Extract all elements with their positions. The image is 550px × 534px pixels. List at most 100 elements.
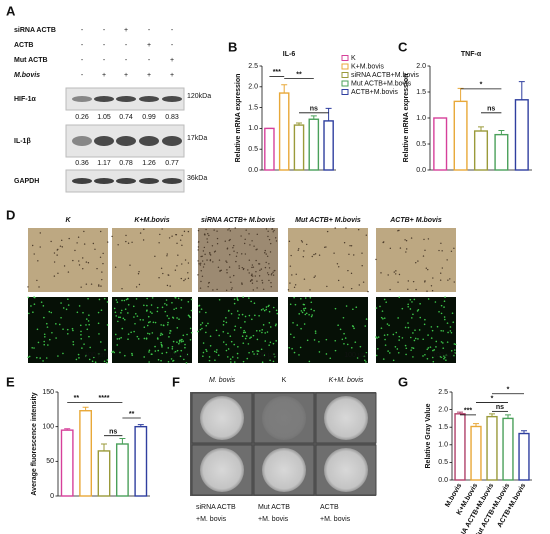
error-bar <box>457 411 463 414</box>
cell-dot <box>395 273 397 275</box>
fluorescent-dot <box>245 335 248 337</box>
fluorescent-dot <box>422 338 424 341</box>
cell-dot <box>270 242 272 245</box>
fluorescent-dot <box>272 306 275 309</box>
fluorescent-dot <box>174 350 177 353</box>
cell-dot <box>397 281 399 283</box>
fluorescent-dot <box>198 305 200 307</box>
fluorescent-dot <box>127 304 130 306</box>
band-value: 0.26 <box>75 114 89 121</box>
fluorescent-dot <box>314 332 317 334</box>
fluorescent-dot <box>118 338 121 340</box>
cell-dot <box>181 244 183 247</box>
cell-dot <box>353 254 355 256</box>
y-tick-label: 1.0 <box>248 125 258 132</box>
fluorescent-dot <box>274 324 277 327</box>
blot-band <box>94 96 114 102</box>
cell-dot <box>338 266 340 268</box>
cell-dot <box>268 279 270 282</box>
fluorescent-dot <box>310 308 313 311</box>
error-bar <box>505 414 511 419</box>
cell-dot <box>233 250 235 252</box>
fluorescent-dot <box>65 308 68 311</box>
fluorescent-dot <box>197 330 199 333</box>
fluorescent-dot <box>169 330 172 332</box>
cell-dot <box>395 270 397 272</box>
fluorescent-dot <box>269 359 271 362</box>
fluorescent-dot <box>265 306 268 308</box>
blot-band <box>162 178 182 184</box>
fluorescent-dot <box>248 297 250 299</box>
fluorescent-dot <box>229 335 232 338</box>
cell-dot <box>248 259 251 261</box>
band-value: 1.17 <box>97 160 111 167</box>
cell-dot <box>288 240 291 243</box>
fluorescent-dot <box>76 311 79 314</box>
fluorescent-dot <box>185 362 188 364</box>
band-label: HIF-1α <box>14 96 37 103</box>
cell-dot <box>424 249 426 252</box>
fluorescent-dot <box>167 321 169 324</box>
fluorescent-dot <box>377 347 379 350</box>
fluorescent-dot <box>364 325 367 327</box>
fluorescent-dot <box>60 302 62 304</box>
cell-dot <box>449 278 451 280</box>
fluorescent-dot <box>453 343 456 345</box>
legend-label: K+M.bovis <box>351 63 384 70</box>
cell-dot <box>303 250 305 252</box>
fluorescent-dot <box>161 352 163 355</box>
y-tick-label: 0.5 <box>248 146 258 153</box>
fluorescent-dot <box>435 340 438 343</box>
fluorescent-dot <box>242 360 245 363</box>
cell-dot <box>38 286 40 288</box>
cell-dot <box>179 239 182 241</box>
cell-dot <box>427 268 429 271</box>
cell-dot <box>212 289 214 291</box>
fluorescent-dot <box>97 311 100 314</box>
cell-dot <box>230 288 233 291</box>
fluorescent-dot <box>404 326 407 329</box>
fluorescent-dot <box>77 353 80 356</box>
band-value: 0.74 <box>119 114 133 121</box>
cell-dot <box>343 242 346 244</box>
cell-dot <box>275 240 278 242</box>
scale-label: 100 μm <box>84 352 108 359</box>
fluorescent-dot <box>225 321 228 324</box>
fluorescent-dot <box>293 351 296 354</box>
fluorescent-dot <box>376 337 378 339</box>
cell-dot <box>197 246 200 248</box>
fluorescent-dot <box>161 306 164 309</box>
condition-sign: + <box>147 72 151 79</box>
fluorescent-dot <box>241 313 244 316</box>
cell-dot <box>324 246 326 248</box>
condition-sign: - <box>125 57 128 64</box>
fluorescent-dot <box>209 335 212 338</box>
fluorescent-dot <box>186 333 188 336</box>
fluorescent-dot <box>147 332 149 335</box>
cell-dot <box>181 263 183 265</box>
fluorescent-dot <box>264 332 266 334</box>
cell-dot <box>76 242 78 244</box>
cell-dot <box>92 242 95 245</box>
fluorescent-dot <box>58 323 61 326</box>
fluorescent-dot <box>252 334 255 337</box>
fluorescent-dot <box>449 330 452 332</box>
cell-dot <box>236 252 238 254</box>
fluorescent-dot <box>443 357 445 360</box>
cell-dot <box>199 264 202 266</box>
fluorescent-dot <box>44 335 46 338</box>
y-tick-label: 100 <box>42 424 54 431</box>
fluorescent-dot <box>412 332 414 334</box>
cell-dot <box>177 254 179 256</box>
cell-dot <box>101 271 103 273</box>
fluorescent-dot <box>46 326 49 328</box>
cell-dot <box>264 252 266 254</box>
cell-dot <box>318 254 321 256</box>
chart-title: IL-6 <box>283 51 296 58</box>
cell-dot <box>83 243 86 245</box>
cell-dot <box>430 285 433 287</box>
fluorescent-dot <box>103 297 106 300</box>
error-bar <box>498 129 505 135</box>
fluorescent-dot <box>98 298 101 301</box>
cell-dot <box>198 263 200 265</box>
